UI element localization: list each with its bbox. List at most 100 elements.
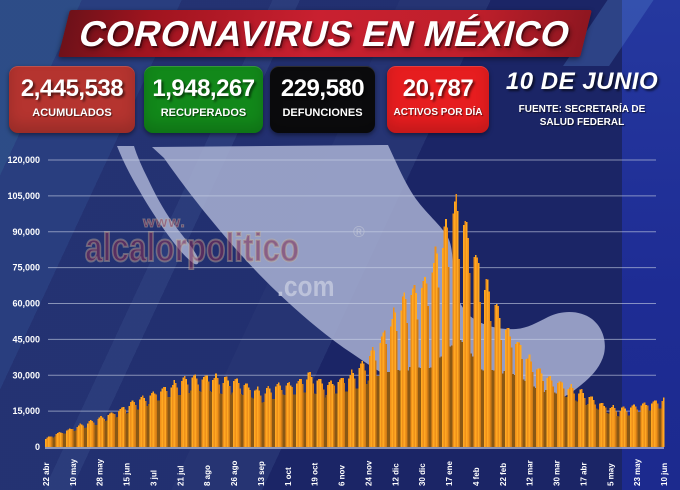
bar [431,272,434,447]
bar [325,395,328,447]
bar [236,378,238,447]
stat-card-recuperados: 1,948,267 RECUPERADOS [144,66,263,133]
x-tick-label: 5 may [606,463,615,486]
bar [546,378,549,447]
bar [150,392,153,447]
bar [582,392,585,447]
bar [518,342,520,447]
bar [262,402,265,447]
bar [295,383,298,447]
bar [270,392,273,447]
bar [62,433,65,447]
bar [651,403,653,447]
bar [415,292,417,447]
bar [528,354,531,447]
stat-value: 2,445,538 [20,75,124,102]
bar [663,397,665,447]
bar [343,382,346,447]
stat-label: DEFUNCIONES [282,107,363,119]
bar [149,395,152,447]
bar [146,406,149,447]
bar [59,432,62,447]
bar [253,390,256,447]
bar [567,388,570,447]
stat-value: 20,787 [402,75,474,102]
bar [568,387,571,447]
bar [209,391,211,447]
bar [210,391,213,447]
bar [621,407,623,447]
x-tick-label: 10 may [69,458,78,486]
bar [433,263,435,447]
bar [522,379,525,447]
bar [228,385,231,447]
bar [277,382,280,447]
bar [468,273,471,447]
bar [70,428,73,447]
bar [186,384,189,447]
bar [286,382,289,447]
bar [158,400,161,447]
data-source: FUENTE: SECRETARÍA DE SALUD FEDERAL [498,103,666,129]
bar [439,357,441,447]
bar [509,336,511,447]
bar [610,407,613,447]
bar [491,369,494,447]
x-tick-label: 8 ago [203,465,212,486]
x-tick-label: 21 jul [176,466,185,486]
bar [310,377,313,447]
stat-label: ACUMULADOS [32,107,112,119]
bar [125,413,128,447]
bar [116,416,119,447]
bar [91,420,93,447]
bar [234,379,237,447]
stat-label: RECUPERADOS [160,107,247,119]
bar [251,397,253,447]
bar [136,409,138,447]
bar [560,381,562,447]
y-tick-label: 105,000 [7,191,40,201]
bar [213,377,216,447]
bar [156,400,159,447]
bar [482,370,485,447]
bar [394,312,396,447]
bar [637,412,640,447]
bar [288,381,291,447]
bar [354,378,356,447]
bar [473,257,476,447]
bar [192,375,195,447]
bar [255,389,258,447]
bar [97,418,99,447]
bar [636,409,638,447]
bar [549,375,552,447]
y-axis-labels: 0 15,000 30,000 45,000 60,000 75,000 90,000 105… [7,155,40,452]
bar [256,386,259,447]
bar [388,372,391,447]
bar [80,424,83,447]
bar [300,379,302,447]
bar [101,417,104,447]
bar [376,376,379,447]
bar [486,279,489,447]
bar [577,393,580,447]
bar [565,397,568,447]
title-banner: CORONAVIRUS EN MÉXICO [58,10,592,57]
y-tick-label: 90,000 [12,227,40,237]
bar [61,433,64,447]
bar [164,386,167,447]
x-tick-label: 22 feb [499,463,508,486]
bar [585,404,588,447]
bar [504,330,507,447]
report-date: 10 DE JUNIO [505,68,659,95]
bar [218,384,220,447]
x-tick-label: 3 jul [150,470,159,486]
bar [143,397,146,447]
bar [313,393,316,447]
bar [170,387,173,447]
bar [55,433,58,447]
bar [571,388,574,447]
bar [246,383,249,447]
bar [177,395,180,447]
bar [119,408,122,447]
bar [539,368,541,447]
